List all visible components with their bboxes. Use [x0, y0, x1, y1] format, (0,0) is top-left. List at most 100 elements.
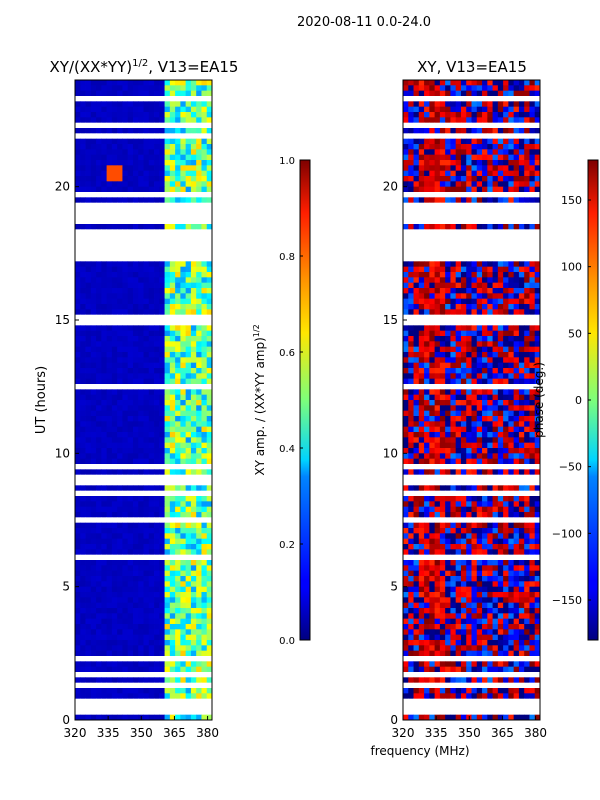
heatmap-cell [101, 496, 108, 502]
heatmap-cell [175, 224, 181, 230]
heatmap-cell [101, 309, 108, 316]
heatmap-cell [503, 352, 509, 358]
heatmap-cell [185, 549, 192, 556]
heatmap-cell [445, 90, 451, 97]
heatmap-cell [122, 533, 129, 540]
heatmap-cell [164, 384, 171, 390]
heatmap-cell [122, 165, 129, 172]
heatmap-cell [75, 352, 81, 358]
heatmap-cell [159, 400, 165, 406]
heatmap-cell [180, 202, 187, 209]
heatmap-cell [148, 682, 155, 689]
heatmap-cell [132, 234, 139, 241]
heatmap-cell [122, 704, 129, 710]
heatmap-cell [518, 117, 525, 124]
heatmap-cell [455, 117, 462, 124]
heatmap-cell [175, 357, 181, 364]
heatmap-cell [534, 352, 541, 358]
heatmap-cell [111, 96, 118, 102]
heatmap-cell [185, 117, 192, 124]
heatmap-cell [196, 197, 202, 204]
heatmap-cell [117, 112, 123, 118]
heatmap-cell [513, 250, 520, 257]
heatmap-cell [164, 586, 171, 593]
heatmap-cell [154, 384, 160, 390]
heatmap-cell [534, 170, 541, 177]
heatmap-cell [117, 384, 123, 390]
heatmap-cell [180, 426, 187, 433]
heatmap-cell [106, 298, 113, 305]
heatmap-cell [429, 138, 436, 145]
heatmap-cell [445, 282, 451, 289]
heatmap-cell [132, 517, 139, 524]
heatmap-cell [476, 304, 483, 310]
heatmap-cell [159, 133, 165, 140]
heatmap-cell [106, 357, 113, 364]
heatmap-cell [434, 224, 441, 230]
heatmap-cell [190, 533, 197, 540]
heatmap-cell [413, 346, 420, 353]
heatmap-cell [455, 448, 462, 454]
heatmap-cell [138, 528, 144, 534]
heatmap-cell [482, 181, 488, 188]
heatmap-cell [106, 218, 113, 225]
heatmap-cell [503, 432, 509, 438]
heatmap-cell [429, 298, 436, 305]
heatmap-cell [524, 272, 530, 278]
heatmap-cell [529, 309, 536, 316]
heatmap-cell [418, 346, 425, 353]
heatmap-cell [518, 245, 525, 252]
heatmap-cell [106, 229, 113, 236]
heatmap-cell [117, 277, 123, 284]
heatmap-cell [403, 394, 409, 401]
heatmap-cell [138, 181, 144, 188]
heatmap-cell [154, 314, 160, 321]
heatmap-cell [439, 346, 446, 353]
heatmap-cell [101, 133, 108, 140]
heatmap-cell [424, 256, 430, 262]
heatmap-cell [90, 112, 97, 118]
heatmap-cell [455, 288, 462, 294]
heatmap-cell [508, 272, 515, 278]
heatmap-cell [127, 272, 134, 278]
heatmap-cell [471, 122, 478, 129]
heatmap-cell [492, 346, 499, 353]
heatmap-cell [529, 85, 536, 92]
heatmap-cell [138, 656, 144, 662]
heatmap-cell [455, 202, 462, 209]
heatmap-cell [439, 293, 446, 300]
heatmap-cell [185, 288, 192, 294]
heatmap-cell [159, 634, 165, 641]
heatmap-cell [497, 362, 504, 369]
heatmap-cell [476, 421, 483, 428]
heatmap-cell [403, 96, 409, 102]
x-tick-label: 335 [97, 726, 120, 740]
heatmap-cell [90, 576, 97, 582]
heatmap-cell [175, 336, 181, 342]
heatmap-cell [75, 282, 81, 289]
heatmap-cell [122, 325, 129, 332]
heatmap-cell [418, 304, 425, 310]
heatmap-cell [132, 544, 139, 550]
heatmap-cell [206, 602, 213, 609]
heatmap-cell [497, 309, 504, 316]
heatmap-cell [424, 432, 430, 438]
heatmap-cell [101, 96, 108, 102]
heatmap-cell [482, 149, 488, 156]
heatmap-cell [524, 261, 530, 268]
heatmap-cell [476, 144, 483, 150]
heatmap-cell [138, 165, 144, 172]
heatmap-cell [122, 250, 129, 257]
heatmap-cell [450, 346, 457, 353]
heatmap-cell [408, 176, 414, 182]
heatmap-cell [132, 165, 139, 172]
heatmap-cell [185, 576, 192, 582]
heatmap-cell [518, 314, 525, 321]
heatmap-cell [434, 208, 441, 214]
heatmap-cell [101, 176, 108, 182]
heatmap-cell [111, 538, 118, 545]
heatmap-cell [154, 618, 160, 625]
heatmap-cell [180, 192, 187, 198]
heatmap-cell [169, 522, 176, 529]
heatmap-cell [497, 218, 504, 225]
